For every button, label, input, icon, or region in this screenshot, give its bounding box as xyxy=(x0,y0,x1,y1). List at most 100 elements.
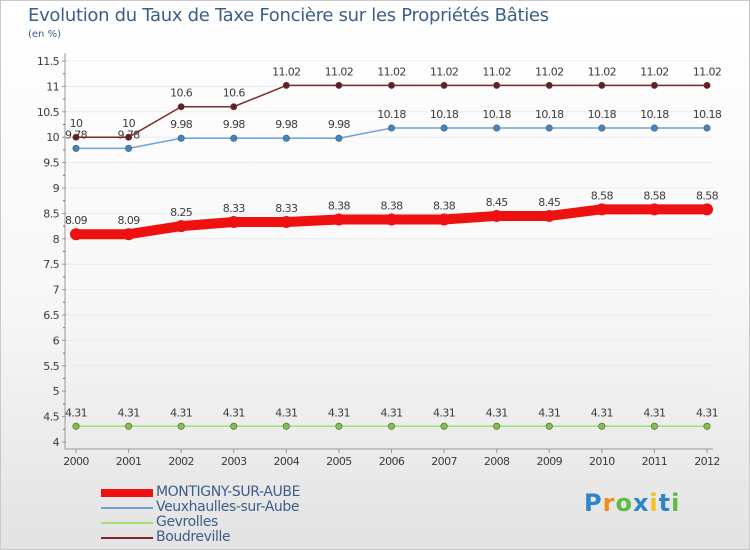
x-tick-label: 2001 xyxy=(116,455,142,468)
data-label: 10.18 xyxy=(377,108,406,121)
data-label: 8.58 xyxy=(643,189,666,202)
data-point xyxy=(595,203,608,216)
data-label: 11.02 xyxy=(430,65,459,78)
data-label: 8.58 xyxy=(696,189,719,202)
data-point xyxy=(175,220,188,233)
data-point xyxy=(703,124,711,132)
x-tick-label: 2012 xyxy=(694,455,720,468)
data-point xyxy=(650,422,658,430)
legend-item[interactable]: Veuxhaulles-sur-Aube xyxy=(101,500,300,515)
data-label: 8.38 xyxy=(380,199,403,212)
data-point xyxy=(440,81,448,89)
data-point xyxy=(177,422,185,430)
data-label: 11.02 xyxy=(640,65,669,78)
y-tick-label: 7.5 xyxy=(43,258,59,271)
logo-letter: t xyxy=(658,489,672,517)
data-label: 10 xyxy=(122,117,135,130)
logo-letter: P xyxy=(584,489,603,517)
data-label: 4.31 xyxy=(696,406,718,419)
legend: MONTIGNY-SUR-AUBE Veuxhaulles-sur-Aube G… xyxy=(101,485,300,545)
data-label: 9.98 xyxy=(223,118,246,131)
data-label: 8.45 xyxy=(486,196,509,209)
data-label: 10.18 xyxy=(640,108,669,121)
data-label: 11.02 xyxy=(272,65,301,78)
data-label: 11.02 xyxy=(693,65,722,78)
y-tick-label: 8 xyxy=(53,233,60,246)
data-label: 10 xyxy=(70,117,83,130)
data-label: 4.31 xyxy=(328,406,350,419)
y-tick-label: 11.5 xyxy=(37,55,60,68)
data-label: 4.31 xyxy=(275,406,297,419)
legend-label: MONTIGNY-SUR-AUBE xyxy=(156,484,301,500)
x-tick-label: 2003 xyxy=(221,455,247,468)
x-tick-label: 2007 xyxy=(431,455,457,468)
legend-swatch xyxy=(101,506,153,509)
data-point xyxy=(543,209,556,222)
legend-item[interactable]: MONTIGNY-SUR-AUBE xyxy=(101,485,300,500)
data-label: 11.02 xyxy=(325,65,354,78)
data-point xyxy=(650,124,658,132)
data-label: 9.98 xyxy=(275,118,298,131)
data-label: 4.31 xyxy=(118,406,140,419)
data-point xyxy=(598,124,606,132)
x-tick-label: 2010 xyxy=(589,455,615,468)
x-tick-label: 2006 xyxy=(379,455,405,468)
legend-item[interactable]: Gevrolles xyxy=(101,515,300,530)
data-label: 9.98 xyxy=(170,118,193,131)
data-label: 4.31 xyxy=(538,406,560,419)
data-point xyxy=(332,213,345,226)
data-point xyxy=(227,216,240,229)
legend-label: Veuxhaulles-sur-Aube xyxy=(156,499,300,515)
data-point xyxy=(282,134,290,142)
x-tick-label: 2000 xyxy=(63,455,89,468)
legend-swatch xyxy=(101,521,153,524)
data-label: 4.31 xyxy=(433,406,455,419)
y-tick-label: 6.5 xyxy=(43,309,59,322)
data-label: 4.31 xyxy=(591,406,613,419)
chart-subtitle: (en %) xyxy=(28,29,61,40)
logo-letter: i xyxy=(649,489,659,517)
data-label: 10.18 xyxy=(588,108,617,121)
data-label: 8.09 xyxy=(118,214,141,227)
data-point xyxy=(703,81,711,89)
data-point xyxy=(490,209,503,222)
data-label: 10.18 xyxy=(693,108,722,121)
data-point xyxy=(493,422,501,430)
x-tick-label: 2004 xyxy=(274,455,300,468)
y-tick-label: 10 xyxy=(46,131,59,144)
data-point xyxy=(72,144,80,152)
data-label: 11.02 xyxy=(535,65,564,78)
data-point xyxy=(230,422,238,430)
data-point xyxy=(387,81,395,89)
data-point xyxy=(387,124,395,132)
chart-title: Evolution du Taux de Taxe Foncière sur l… xyxy=(28,5,549,26)
x-tick-label: 2009 xyxy=(536,455,562,468)
y-tick-label: 10.5 xyxy=(37,106,60,119)
data-point xyxy=(125,144,133,152)
data-label: 11.02 xyxy=(377,65,406,78)
y-tick-label: 5.5 xyxy=(43,360,59,373)
data-point xyxy=(335,422,343,430)
data-point xyxy=(493,81,501,89)
legend-item[interactable]: Boudreville xyxy=(101,530,300,545)
data-point xyxy=(440,124,448,132)
legend-swatch xyxy=(101,488,153,497)
x-tick-label: 2005 xyxy=(326,455,352,468)
data-label: 11.02 xyxy=(588,65,617,78)
data-point xyxy=(335,134,343,142)
legend-swatch xyxy=(101,536,153,539)
data-point xyxy=(598,422,606,430)
data-point xyxy=(177,134,185,142)
data-label: 9.98 xyxy=(328,118,351,131)
y-tick-label: 8.5 xyxy=(43,207,59,220)
logo-letter: r xyxy=(602,489,616,517)
data-point xyxy=(125,422,133,430)
data-point xyxy=(70,228,82,241)
data-label: 4.31 xyxy=(643,406,665,419)
logo-letter: o xyxy=(615,489,633,517)
data-point xyxy=(493,124,501,132)
data-point xyxy=(701,203,713,216)
data-point xyxy=(545,422,553,430)
